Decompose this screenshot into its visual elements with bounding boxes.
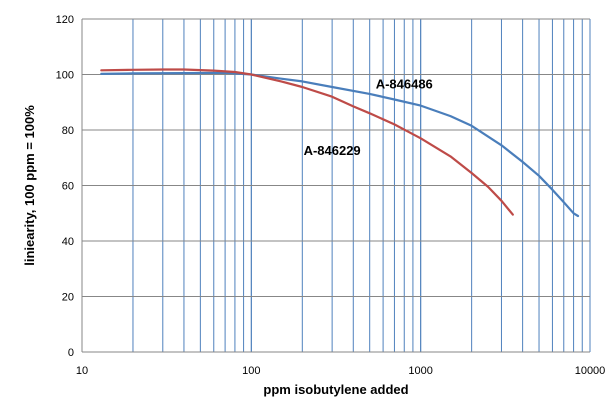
y-tick-label: 0 [68,347,74,359]
series-line-a-846486 [100,71,580,218]
annotation-a-846229: A-846229 [304,143,361,158]
x-tick-label: 10 [76,365,88,377]
annotations: A-846486 A-846229 [304,76,433,158]
y-tick-label: 60 [62,181,74,193]
x-tick-label: 100 [242,365,260,377]
y-tick-label: 40 [62,236,74,248]
annotation-a-846486: A-846486 [376,76,433,91]
y-axis-title: liniearity, 100 ppm = 100% [22,105,37,266]
y-tick-labels: 0 20 40 60 80 100 120 [56,14,74,359]
x-tick-labels: 10 100 1000 10000 [76,365,605,377]
y-tick-label: 20 [62,292,74,304]
series-layer [100,68,580,218]
series-line-a-846229 [100,68,514,216]
x-tick-label: 1000 [408,365,432,377]
x-tick-label: 10000 [575,365,606,377]
x-axis-title: ppm isobutylene added [263,382,408,397]
y-tick-label: 80 [62,125,74,137]
y-tick-label: 120 [56,14,74,26]
y-tick-label: 100 [56,70,74,82]
